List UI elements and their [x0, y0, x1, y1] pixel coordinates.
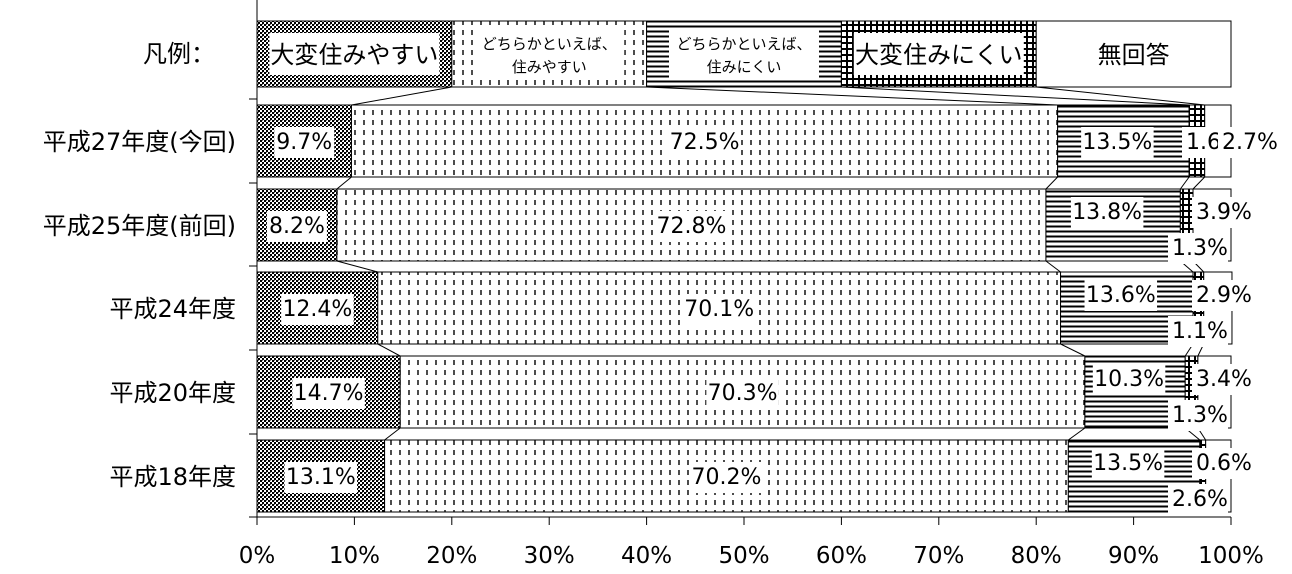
- legend-label-2-line1: どちらかといえば、: [482, 35, 617, 53]
- connector-line: [384, 427, 401, 441]
- category-label: 平成20年度: [109, 379, 236, 407]
- x-tick-label: 20%: [426, 543, 477, 569]
- data-label: 3.4%: [1196, 367, 1252, 392]
- data-label: 70.3%: [708, 381, 778, 406]
- data-label: 0.6%: [1196, 451, 1252, 476]
- x-tick-label: 80%: [1011, 543, 1062, 569]
- data-label-bg: [1081, 127, 1154, 158]
- data-label-bg: [706, 378, 779, 409]
- data-label-bg: [1091, 448, 1165, 479]
- x-tick-label: 40%: [621, 543, 672, 569]
- data-label-bg: [1084, 280, 1158, 311]
- data-label-bg: [655, 211, 728, 242]
- data-label-bg: [1070, 197, 1144, 228]
- connector-line: [1045, 176, 1058, 190]
- legend-label-box-2: [474, 29, 625, 79]
- x-tick-label: 10%: [329, 543, 380, 569]
- data-label: 3.9%: [1196, 200, 1252, 225]
- connector-line: [1179, 176, 1190, 190]
- connector-line: [841, 86, 1190, 106]
- data-label-bg: [266, 211, 327, 242]
- data-label: 13.5%: [1082, 130, 1152, 155]
- data-label-bg: [668, 127, 741, 158]
- x-tick-label: 100%: [1198, 543, 1264, 569]
- category-label: 平成24年度: [109, 295, 236, 323]
- data-label: 72.8%: [656, 214, 726, 239]
- x-tick-label: 90%: [1108, 543, 1159, 569]
- data-label: 70.2%: [692, 465, 762, 490]
- connector-line: [1060, 343, 1086, 357]
- x-tick-label: 60%: [816, 543, 867, 569]
- data-label-bg: [284, 462, 358, 493]
- data-label: 2.6%: [1172, 487, 1228, 512]
- data-label: 70.1%: [684, 297, 754, 322]
- connector-line: [1045, 260, 1061, 273]
- data-label: 13.6%: [1086, 283, 1156, 308]
- data-label-bg: [1192, 364, 1252, 395]
- legend-label-3-line2: 住みにくい: [707, 58, 782, 76]
- legend-label-3-line1: どちらかといえば、: [676, 35, 811, 53]
- connector-line: [351, 86, 452, 106]
- data-label: 1.3%: [1172, 236, 1228, 261]
- legend-label-box-1: [269, 33, 440, 75]
- data-label: 8.2%: [269, 214, 325, 239]
- data-label-bg: [1092, 364, 1166, 395]
- legend-label-5: 無回答: [1098, 41, 1170, 69]
- data-label: 13.5%: [1093, 451, 1163, 476]
- connector-line: [646, 86, 1058, 106]
- x-tick-label: 0%: [239, 543, 276, 569]
- connector-line: [377, 343, 401, 357]
- data-label: 1.1%: [1172, 319, 1228, 344]
- data-label: 14.7%: [294, 381, 364, 406]
- legend-label-box-5: [1073, 33, 1194, 75]
- connector-line: [1036, 86, 1205, 106]
- data-label-bg: [1192, 197, 1252, 228]
- legend-label-4: 大変住みにくい: [855, 41, 1023, 69]
- data-label-bg: [292, 378, 365, 409]
- data-label-bg: [1168, 400, 1228, 431]
- connector-line: [1192, 176, 1206, 190]
- data-label: 10.3%: [1094, 367, 1164, 392]
- connector-line: [336, 176, 352, 190]
- legend-label-2-line2: 住みやすい: [512, 58, 587, 76]
- data-label-bg: [690, 462, 763, 493]
- data-label-bg: [1218, 127, 1278, 158]
- data-label-bg: [1168, 484, 1228, 515]
- category-label: 平成25年度(前回): [43, 212, 236, 240]
- legend-title: 凡例：: [143, 40, 215, 68]
- data-label: 9.7%: [276, 130, 332, 155]
- data-label-bg: [281, 294, 354, 325]
- legend-label-box-4: [853, 33, 1024, 75]
- data-label-bg: [1192, 448, 1252, 479]
- connector-line: [1068, 427, 1086, 441]
- legend-label-1: 大変住みやすい: [270, 41, 438, 69]
- category-label: 平成18年度: [109, 463, 236, 491]
- data-labels: 9.7% 72.5% 13.5% 1.6%2.7%8.2% 72.8%13.8% 3.9%…: [266, 127, 1278, 515]
- data-label: 12.4%: [282, 297, 352, 322]
- data-label: 13.8%: [1072, 200, 1142, 225]
- x-tick-label: 50%: [718, 543, 769, 569]
- data-label: 72.5%: [670, 130, 740, 155]
- data-label-bg: [682, 294, 756, 325]
- data-label: 2.7%: [1222, 130, 1278, 155]
- data-label-bg: [1168, 233, 1228, 264]
- connector-line: [336, 260, 378, 273]
- data-label: 13.1%: [286, 465, 356, 490]
- data-label-bg: [1192, 280, 1252, 311]
- category-label: 平成27年度(今回): [43, 128, 236, 156]
- x-tick-label: 30%: [524, 543, 575, 569]
- data-label-bg: [1168, 316, 1228, 347]
- data-label: 1.3%: [1172, 403, 1228, 428]
- data-label-bg: [274, 127, 335, 158]
- legend-label-box-3: [669, 29, 819, 79]
- data-label: 2.9%: [1196, 283, 1252, 308]
- x-tick-label: 70%: [913, 543, 964, 569]
- bar-segment: [256, 439, 386, 513]
